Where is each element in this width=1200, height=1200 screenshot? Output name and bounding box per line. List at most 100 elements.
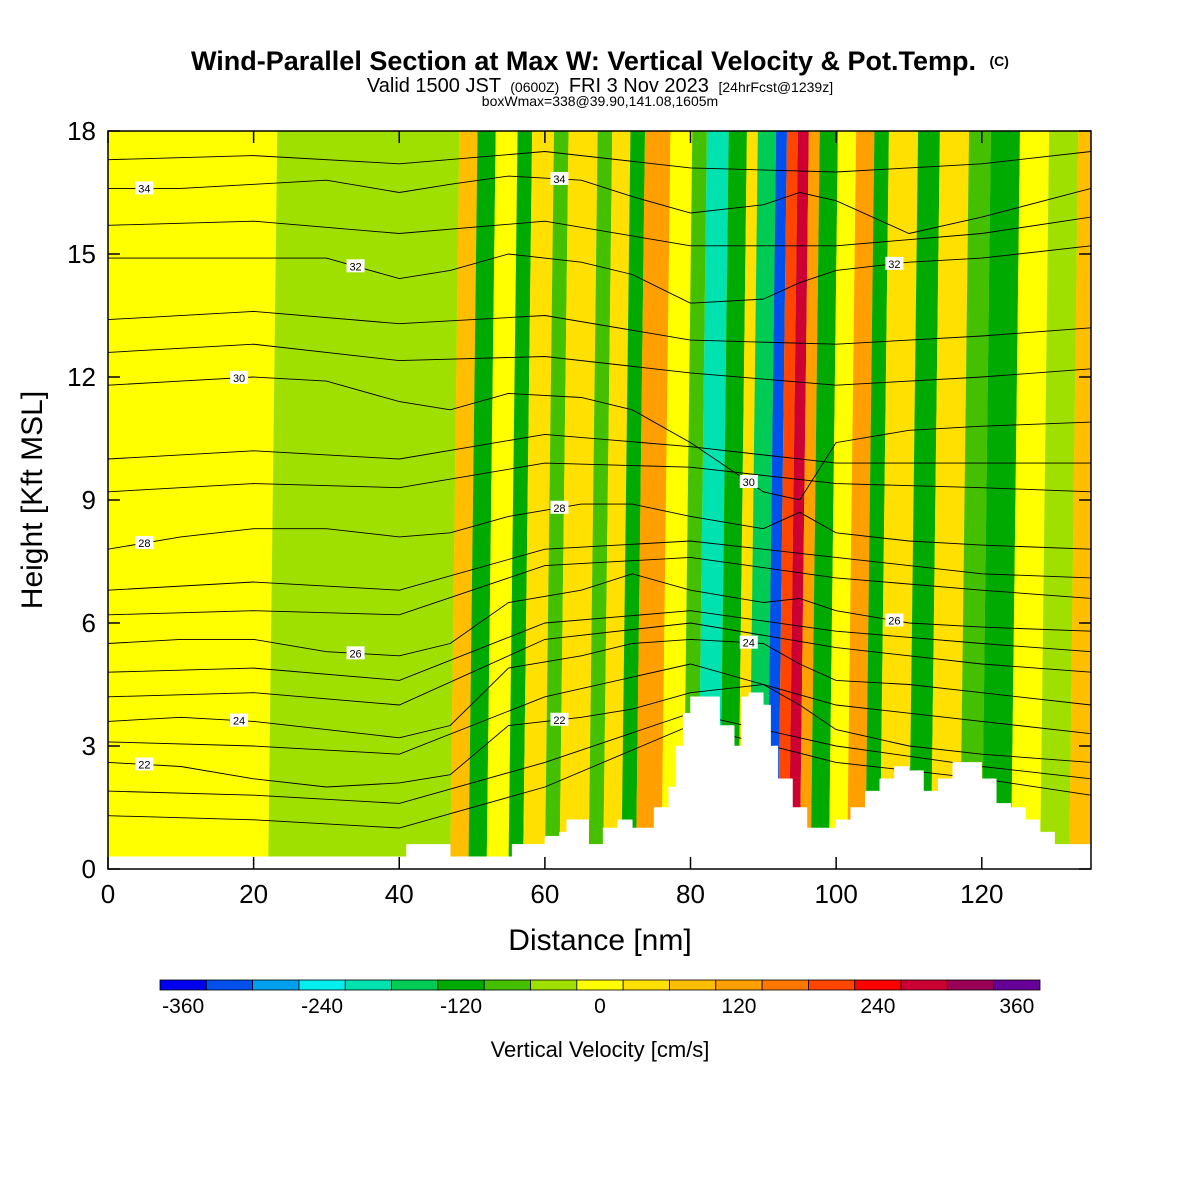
velocity-band xyxy=(828,131,857,869)
colorbar-swatch xyxy=(622,979,670,991)
colorbar-swatch xyxy=(252,979,300,991)
terrain-mask xyxy=(108,692,1091,869)
y-tick-label: 0 xyxy=(82,854,96,884)
velocity-band xyxy=(486,131,518,869)
velocity-band xyxy=(697,131,729,869)
isentrope-line xyxy=(108,310,1091,345)
contour-label-bg xyxy=(230,713,249,727)
contour-label: 34 xyxy=(553,174,565,186)
contour-label: 28 xyxy=(553,503,565,515)
velocity-band xyxy=(766,131,787,869)
colorbar-swatch xyxy=(946,979,995,991)
isentrope-line xyxy=(108,556,1091,616)
contour-label-bg xyxy=(230,370,249,384)
isentrope-line xyxy=(108,610,1091,681)
velocity-band xyxy=(719,131,747,869)
colorbar-ticks: -360 -240 -120 0 120 240 360 xyxy=(162,995,1034,1018)
velocity-band xyxy=(908,131,940,869)
contour-labels: 22 22 24 24 26 26 28 28 30 30 32 32 34 34 xyxy=(135,171,904,771)
colorbar-swatch xyxy=(205,979,254,991)
contour-label: 26 xyxy=(888,616,900,628)
contour-label: 26 xyxy=(349,648,361,660)
contour-label-bg xyxy=(885,613,904,627)
colorbar-swatch xyxy=(159,979,207,991)
colorbar-swatch xyxy=(391,979,439,991)
isentrope-line xyxy=(108,540,1091,591)
velocity-band xyxy=(748,131,777,869)
colorbar-swatch xyxy=(576,979,624,991)
colorbar-swatch xyxy=(854,979,902,991)
isentrope-line-labeled xyxy=(108,573,1091,657)
contour-label-bg xyxy=(346,646,365,660)
isentrope-contours xyxy=(108,151,1091,829)
y-tick-label: 3 xyxy=(82,731,96,761)
y-axis-ticks: 0 3 6 9 12 15 18 xyxy=(67,116,1091,884)
plot-area xyxy=(108,131,1091,869)
contour-label-bg xyxy=(550,712,569,726)
velocity-bands xyxy=(108,131,1091,869)
colorbar-swatch xyxy=(715,979,763,991)
x-tick-label: 0 xyxy=(101,879,115,909)
contour-label: 24 xyxy=(743,638,755,650)
isentrope-line xyxy=(108,433,1091,464)
contour-label-bg xyxy=(550,500,569,514)
isentrope-line xyxy=(108,151,1091,173)
colorbar-tick-label: -360 xyxy=(162,995,204,1018)
isentrope-line-labeled xyxy=(108,503,1091,550)
velocity-band xyxy=(683,131,707,869)
isentrope-line-labeled xyxy=(108,376,1091,501)
velocity-band xyxy=(959,131,991,869)
velocity-band xyxy=(1040,131,1079,869)
colorbar-swatch xyxy=(900,979,948,991)
colorbar-tick-label: -240 xyxy=(301,995,343,1018)
y-tick-label: 18 xyxy=(67,116,96,146)
velocity-band xyxy=(661,131,693,869)
contour-label-bg xyxy=(135,757,154,771)
velocity-band xyxy=(108,131,278,869)
isentrope-line xyxy=(108,462,1091,493)
velocity-band xyxy=(810,131,838,869)
isentrope-line-labeled xyxy=(108,175,1091,234)
contour-label-bg xyxy=(885,256,904,270)
x-tick-label: 80 xyxy=(676,879,705,909)
contour-label: 28 xyxy=(138,538,150,550)
colorbar-swatch xyxy=(761,979,809,991)
velocity-band xyxy=(508,131,533,869)
contour-label: 32 xyxy=(888,259,900,271)
x-axis-label: Distance [nm] xyxy=(508,924,691,957)
isentrope-line-labeled xyxy=(108,638,1091,739)
velocity-band xyxy=(603,131,631,869)
velocity-band xyxy=(635,131,671,869)
isentrope-line-labeled xyxy=(108,684,1091,788)
isentrope-line xyxy=(108,216,1091,247)
y-tick-label: 6 xyxy=(82,608,96,638)
velocity-band xyxy=(737,131,758,869)
y-axis-label: Height [Kft MSL] xyxy=(16,391,49,609)
contour-label-bg xyxy=(739,635,758,649)
velocity-band xyxy=(621,131,646,869)
velocity-band xyxy=(544,131,569,869)
velocity-band xyxy=(981,131,1021,869)
x-tick-label: 40 xyxy=(385,879,414,909)
contour-label: 34 xyxy=(138,183,150,195)
contour-label: 22 xyxy=(138,759,150,771)
x-axis-ticks: 0 20 40 60 80 100 120 xyxy=(101,131,1003,909)
colorbar-label: Vertical Velocity [cm/s] xyxy=(491,1037,710,1062)
isentrope-line xyxy=(108,622,1091,706)
velocity-band xyxy=(559,131,598,869)
terrain xyxy=(108,692,1091,869)
x-tick-label: 60 xyxy=(530,879,559,909)
velocity-band xyxy=(865,131,889,869)
isentrope-line-labeled xyxy=(108,245,1091,304)
x-tick-label: 100 xyxy=(814,879,857,909)
x-tick-label: 20 xyxy=(239,879,268,909)
colorbar-tick-label: 240 xyxy=(860,995,895,1018)
colorbar-swatch xyxy=(993,979,1041,991)
colorbar-swatch xyxy=(344,979,392,991)
colorbar-tick-label: 120 xyxy=(721,995,756,1018)
contour-label: 30 xyxy=(233,373,245,385)
velocity-band xyxy=(468,131,496,869)
velocity-band xyxy=(930,131,970,869)
velocity-band xyxy=(799,131,820,869)
